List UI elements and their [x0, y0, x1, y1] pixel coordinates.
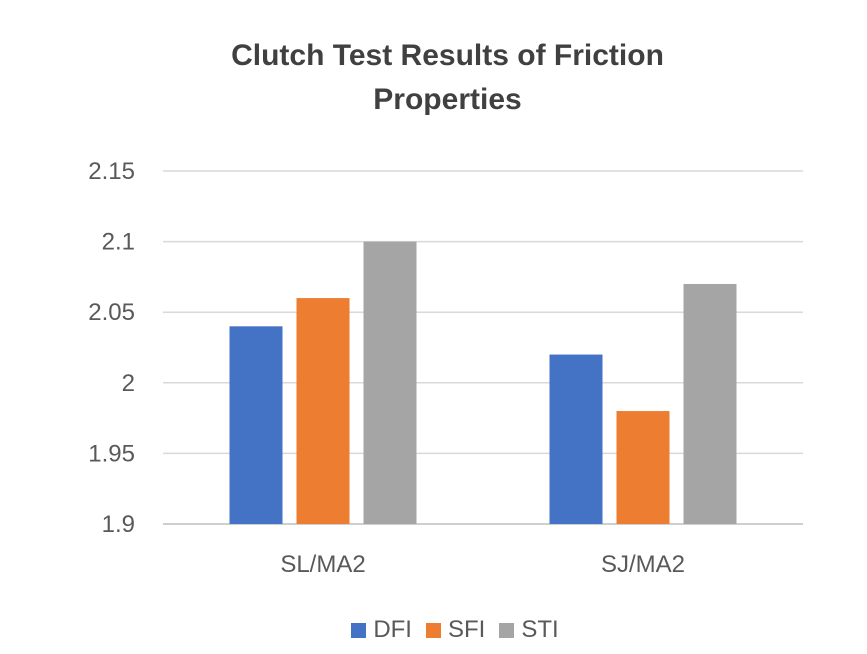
x-category-label: SL/MA2 [280, 551, 365, 578]
bar-sfi-0 [296, 298, 350, 524]
y-tick-label: 1.9 [102, 511, 135, 538]
y-tick-label: 1.95 [88, 440, 135, 467]
bars [229, 241, 737, 524]
legend-label: SFI [447, 616, 486, 643]
legend-swatch [351, 622, 367, 638]
x-category-label: SJ/MA2 [601, 551, 685, 578]
legend-label: STI [521, 616, 559, 643]
y-tick-label: 2.15 [88, 158, 135, 185]
legend-label: DFI [373, 616, 412, 643]
legend-swatch [499, 622, 515, 638]
y-tick-label: 2.05 [88, 299, 135, 326]
y-tick-label: 2 [122, 370, 135, 397]
legend-item-dfi: DFI [351, 616, 412, 644]
legend-item-sti: STI [499, 616, 559, 644]
bar-dfi-0 [229, 326, 283, 524]
bar-sfi-1 [616, 411, 670, 524]
chart-title: Clutch Test Results of Friction Properti… [0, 34, 867, 122]
y-axis-tick-labels: 1.9 1.95 2 2.05 2.1 2.15 [88, 158, 135, 538]
legend: DFI SFI STI [0, 616, 867, 644]
x-axis-category-labels: SL/MA2 SJ/MA2 [280, 551, 685, 578]
bar-dfi-1 [549, 354, 603, 524]
legend-swatch [425, 622, 441, 638]
bar-sti-0 [363, 241, 417, 524]
legend-item-sfi: SFI [425, 616, 486, 644]
chart-title-line-2: Properties [373, 83, 522, 116]
chart-title-line-1: Clutch Test Results of Friction [231, 39, 664, 72]
bar-sti-1 [683, 283, 737, 524]
y-tick-label: 2.1 [102, 229, 135, 256]
